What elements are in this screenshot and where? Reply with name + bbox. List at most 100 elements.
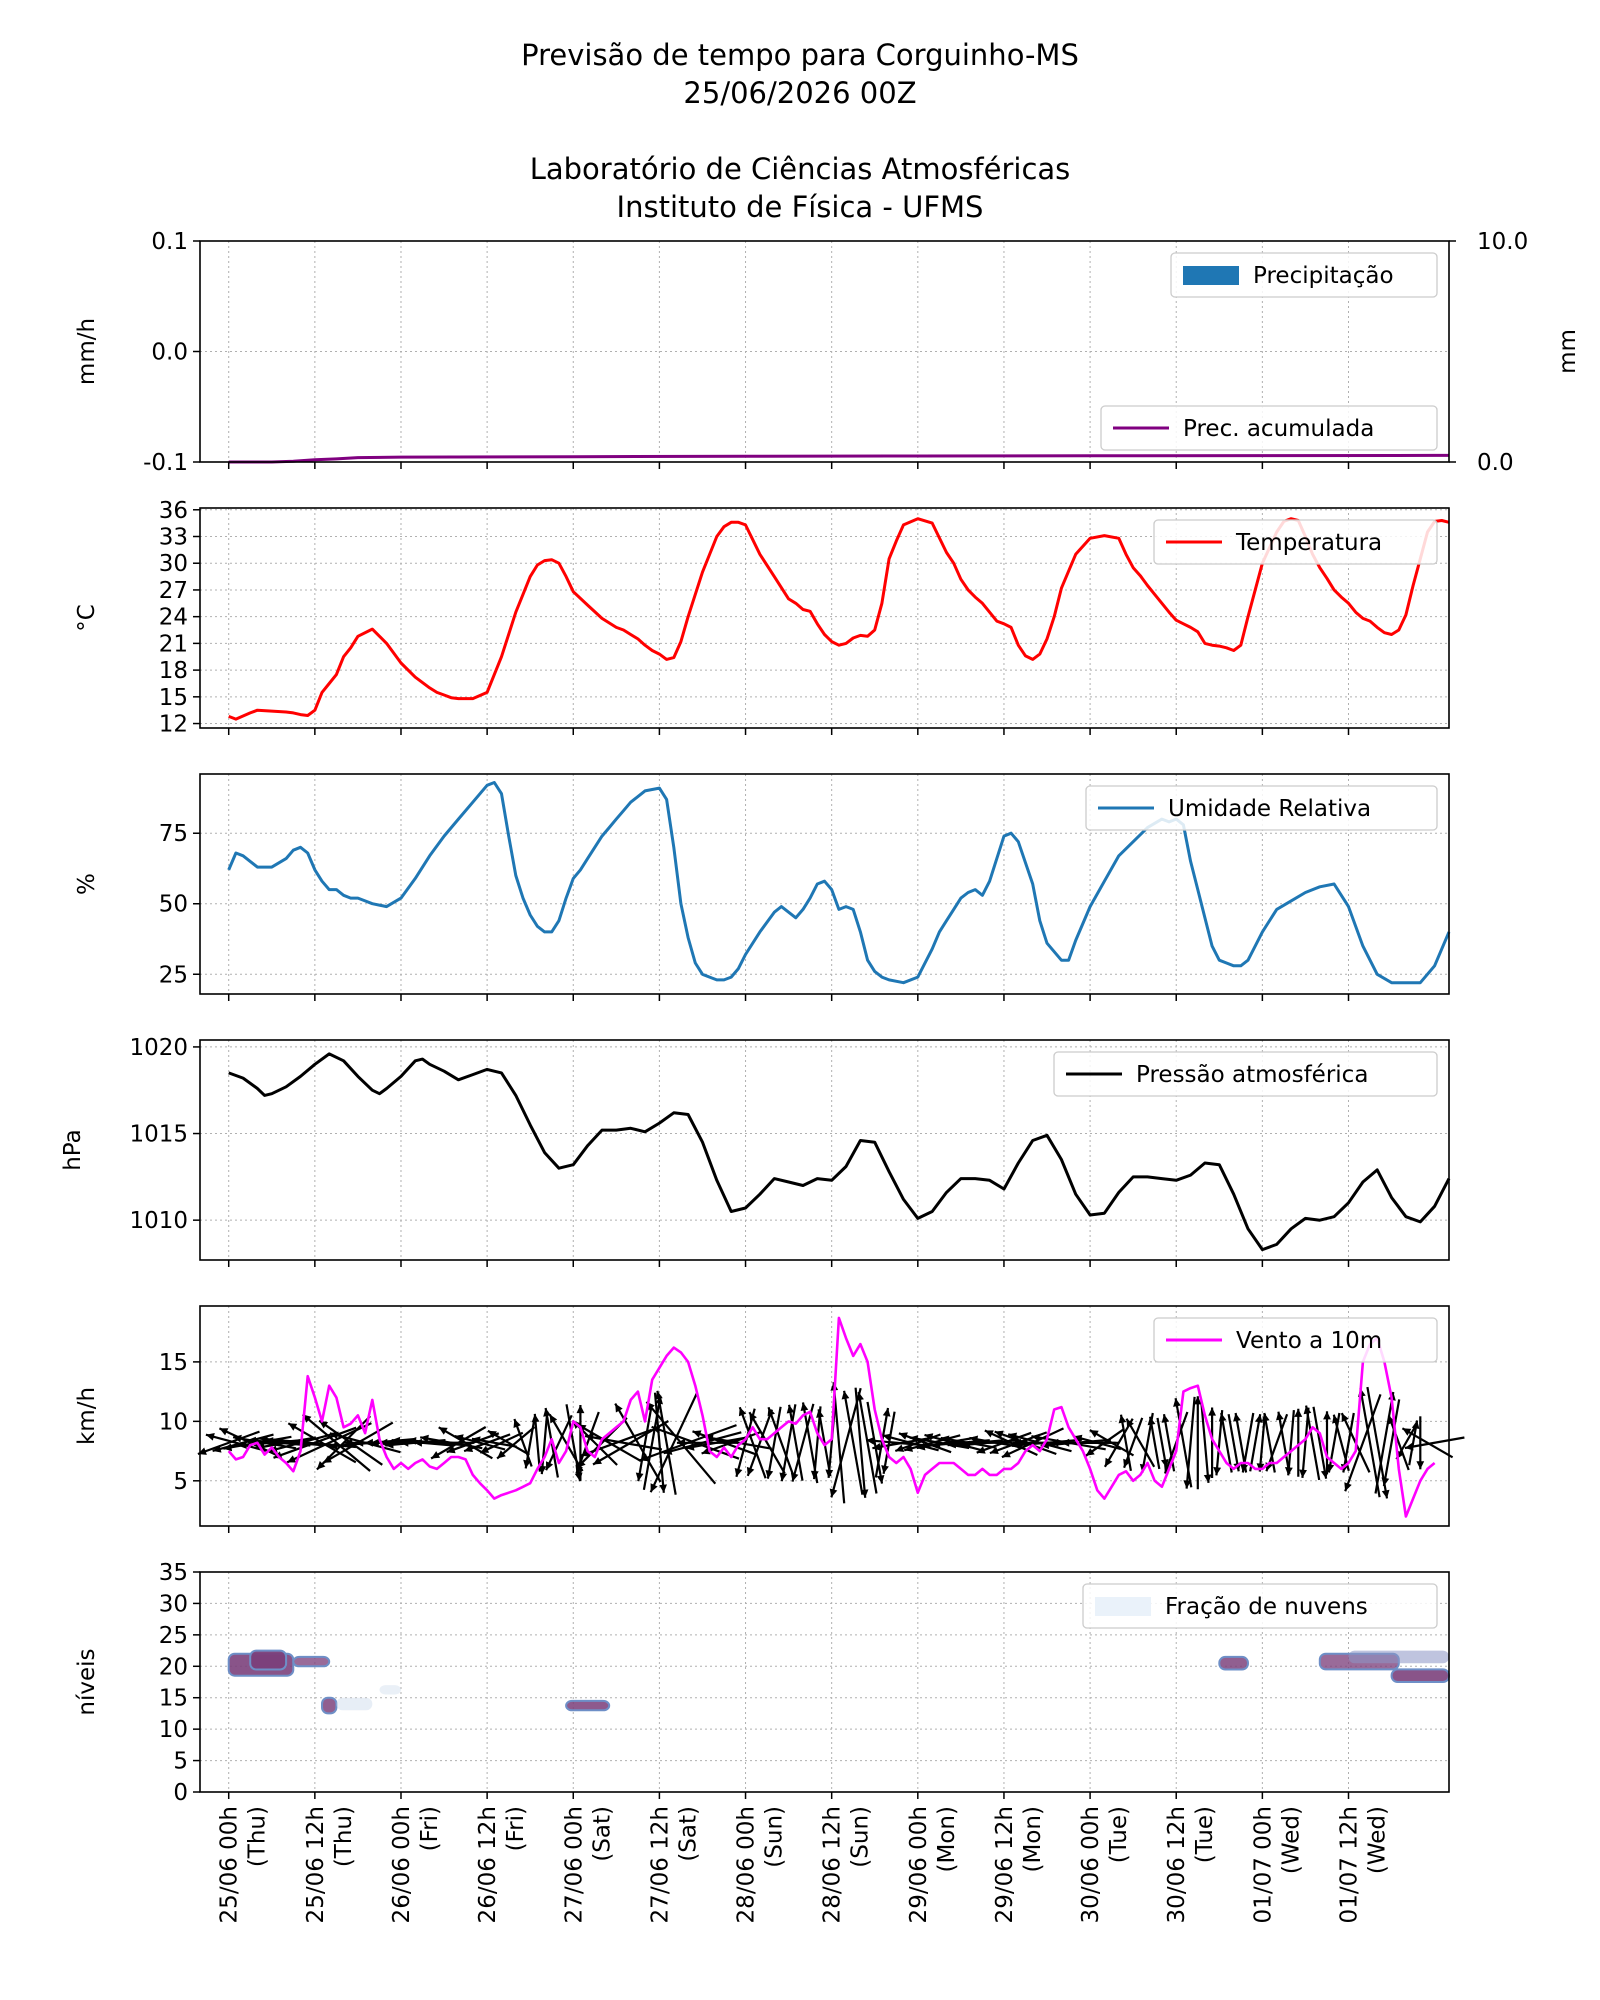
wind-arrow-head <box>932 1440 941 1449</box>
wind-arrow-head <box>976 1446 986 1454</box>
x-tick-day-label: (Thu) <box>331 1806 357 1867</box>
y-tick-label: 0.0 <box>151 340 188 366</box>
wind-arrow-head <box>1008 1432 1018 1441</box>
wind-arrow <box>1200 1402 1210 1483</box>
wind-arrow <box>984 1429 1038 1456</box>
wind-arrow-head <box>1012 1438 1021 1447</box>
wind-arrow-head <box>962 1440 971 1449</box>
wind-arrow <box>1277 1411 1291 1474</box>
wind-arrow-head <box>464 1444 474 1452</box>
wind-arrow <box>976 1431 1032 1454</box>
wind-arrow-head <box>881 1465 889 1474</box>
wind-arrow <box>857 1391 878 1494</box>
wind-arrow-head <box>746 1466 755 1476</box>
wind-arrow-head <box>329 1431 339 1440</box>
wind-arrow-head <box>659 1484 667 1493</box>
x-tick-day-label: (Mon) <box>1020 1806 1046 1872</box>
x-tick-label: 29/06 00h <box>906 1806 932 1923</box>
wind-arrow-head <box>546 1461 554 1471</box>
wind-arrow-head <box>676 1438 685 1447</box>
wind-arrow <box>874 1407 890 1478</box>
wind-arrow <box>438 1426 493 1460</box>
wind-arrow <box>463 1433 511 1453</box>
y-axis-label: km/h <box>74 1387 100 1445</box>
y-tick-label: 1010 <box>129 1208 188 1234</box>
wind-arrow-head <box>810 1470 819 1480</box>
legend: Umidade Relativa <box>1085 785 1438 831</box>
y-tick-label: 50 <box>159 892 188 918</box>
wind-arrow <box>898 1432 952 1454</box>
x-tick-day-label: (Mon) <box>934 1806 960 1872</box>
wind-arrow-head <box>577 1459 586 1468</box>
wind-arrow-head <box>650 1483 658 1493</box>
wind-arrow-head <box>1173 1398 1181 1407</box>
cloud-cell <box>1390 1668 1450 1684</box>
wind-arrow-head <box>994 1430 1004 1438</box>
wind-arrow-head <box>1085 1448 1095 1456</box>
axes-frame <box>199 240 1450 463</box>
legend-swatch <box>1095 1597 1151 1616</box>
wind-arrow-head <box>523 1459 531 1469</box>
y-tick-label: 75 <box>159 821 188 847</box>
wind-arrow-head <box>1233 1413 1241 1422</box>
wind-arrow-head <box>882 1408 891 1417</box>
y2-axis-label: mm <box>1555 329 1581 374</box>
wind-arrow-head <box>1285 1467 1293 1476</box>
y-tick-label: 15 <box>159 1350 188 1376</box>
wind-arrow-head <box>953 1438 962 1447</box>
wind-arrow-head <box>767 1407 775 1417</box>
wind-arrow-head <box>1089 1430 1099 1438</box>
wind-arrow-head <box>860 1489 869 1498</box>
wind-arrow-head <box>219 1428 229 1436</box>
wind-arrow <box>1305 1405 1321 1481</box>
wind-arrow-head <box>316 1461 326 1470</box>
title-line-1: Previsão de tempo para Corguinho-MS <box>521 38 1079 72</box>
wind-arrow-head <box>825 1469 834 1478</box>
wind-arrow <box>584 1434 663 1451</box>
wind-arrow-head <box>1183 1480 1192 1489</box>
wind-arrow-head <box>385 1440 394 1449</box>
legend-label: Temperatura <box>1235 530 1382 556</box>
y2-tick-label: 0.0 <box>1477 450 1514 476</box>
x-tick-day-label: (Tue) <box>1106 1806 1132 1863</box>
x-tick-label: 27/06 12h <box>647 1806 673 1923</box>
wind-arrow <box>832 1382 846 1504</box>
wind-arrow-head <box>471 1436 481 1445</box>
wind-arrow-head <box>615 1403 623 1413</box>
cloud-cell <box>1348 1650 1449 1664</box>
x-tick-label: 27/06 00h <box>561 1806 587 1923</box>
wind-arrow <box>1258 1413 1266 1472</box>
wind-arrow-head <box>287 1455 297 1463</box>
y-tick-label: 5 <box>173 1749 188 1775</box>
wind-arrow <box>287 1422 357 1464</box>
cloud-cells <box>227 1649 1450 1715</box>
wind-arrow <box>524 1417 536 1469</box>
wind-arrow-head <box>531 1413 540 1423</box>
x-tick-label: 28/06 12h <box>820 1806 846 1923</box>
title-line-2: 25/06/2026 00Z <box>683 76 917 110</box>
wind-arrow-head <box>1001 1450 1011 1458</box>
y-axis-label: mm/h <box>74 318 100 385</box>
y-tick-label: 36 <box>159 498 188 524</box>
wind-arrow <box>780 1404 797 1482</box>
wind-arrow-head <box>480 1445 490 1453</box>
wind-arrow <box>854 1387 867 1498</box>
wind-arrow-head <box>882 1433 892 1442</box>
x-tick-day-label: (Sat) <box>675 1806 701 1862</box>
wind-arrow-head <box>1050 1438 1059 1447</box>
x-tick-day-label: (Wed) <box>1365 1806 1391 1874</box>
wind-arrow <box>1287 1410 1295 1476</box>
wind-arrow <box>446 1432 500 1454</box>
axes-frame <box>199 773 1450 995</box>
title-line-4: Laboratório de Ciências Atmosféricas <box>529 152 1071 186</box>
wind-arrow-head <box>790 1472 799 1482</box>
wind-arrow <box>685 1436 748 1450</box>
wind-arrow-head <box>1416 1461 1425 1470</box>
x-tick-day-label: (Sun) <box>762 1806 788 1868</box>
wind-arrow <box>656 1390 677 1495</box>
legend-box <box>1082 1583 1438 1629</box>
wind-arrow <box>614 1403 662 1483</box>
wind-arrow-head <box>909 1435 919 1443</box>
